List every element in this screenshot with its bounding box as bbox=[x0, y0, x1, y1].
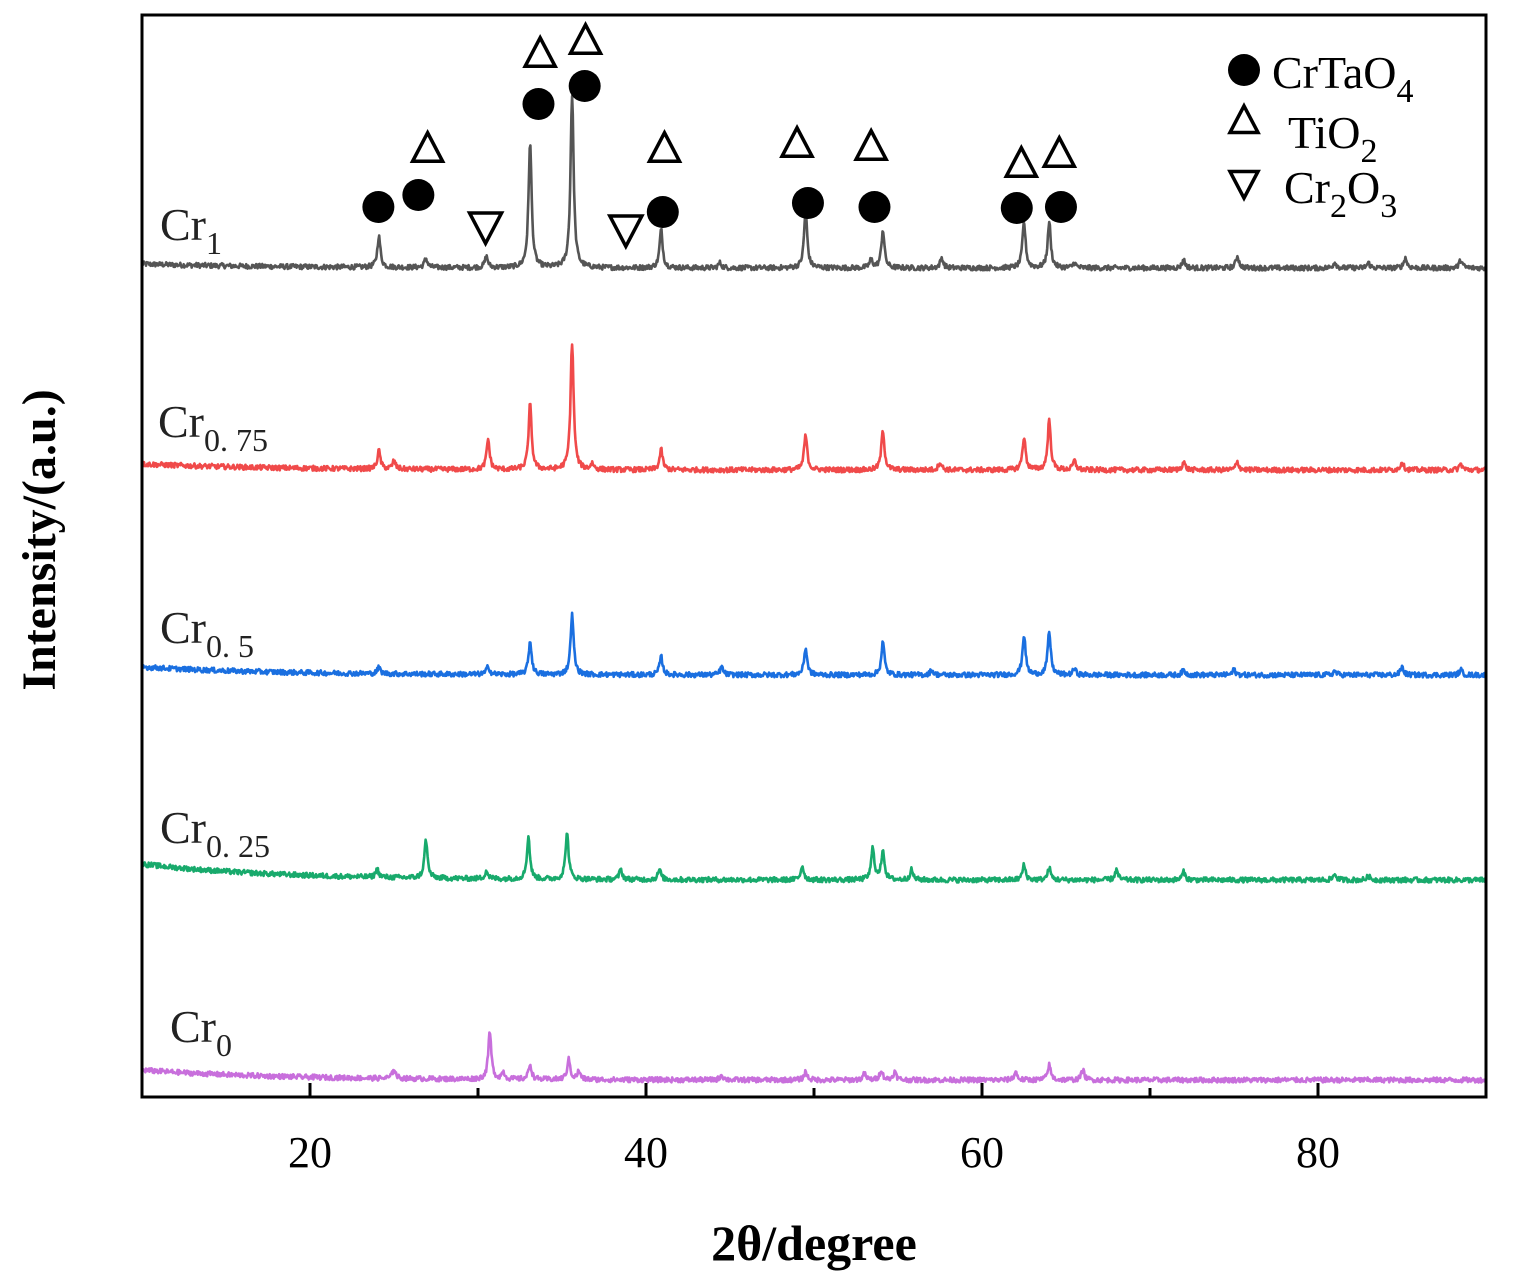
x-tick-label: 40 bbox=[624, 1128, 668, 1177]
legend-label: Cr2O3 bbox=[1284, 162, 1397, 225]
legend-tio2-icon bbox=[1227, 102, 1261, 135]
legend-label: CrTaO4 bbox=[1272, 47, 1414, 110]
series-line-Cr1 bbox=[140, 94, 1488, 272]
tio2-marker bbox=[779, 123, 815, 158]
series-line-Cr0_75 bbox=[141, 343, 1488, 474]
series-line-Cr0_25 bbox=[140, 832, 1487, 884]
x-tick-label: 60 bbox=[960, 1128, 1004, 1177]
series-label-Cr0_75: Cr0. 75 bbox=[158, 396, 268, 458]
tio2-marker bbox=[567, 20, 604, 55]
crtao4-marker bbox=[1000, 192, 1033, 224]
crtao4-marker bbox=[791, 187, 824, 219]
crtao4-marker bbox=[646, 196, 679, 228]
crtao4-marker bbox=[568, 70, 601, 102]
x-tick-label: 20 bbox=[288, 1128, 332, 1177]
phase-markers bbox=[362, 20, 1078, 251]
series-line-Cr0_5 bbox=[140, 611, 1488, 679]
x-axis-label: 2θ/degree bbox=[711, 1215, 917, 1271]
series-label-Cr1: Cr1 bbox=[160, 199, 222, 261]
series-layer: Cr1 Cr0. 75 Cr0. 5 Cr0. 25 Cr0 bbox=[140, 94, 1488, 1084]
series-label-Cr0: Cr0 bbox=[170, 1001, 232, 1063]
series-label-Cr0_5: Cr0. 5 bbox=[160, 602, 254, 664]
x-tick-label: 80 bbox=[1296, 1128, 1340, 1177]
cr2o3-marker bbox=[606, 214, 645, 251]
tio2-marker bbox=[646, 128, 683, 163]
series-line-Cr0 bbox=[141, 1031, 1487, 1084]
tio2-marker bbox=[1041, 133, 1078, 168]
legend-crtao4-icon bbox=[1228, 54, 1260, 86]
legend-cr2o3-icon bbox=[1227, 169, 1261, 202]
tio2-marker bbox=[409, 128, 446, 163]
legend-label: TiO2 bbox=[1288, 107, 1377, 170]
tio2-marker bbox=[522, 33, 559, 68]
crtao4-marker bbox=[522, 88, 555, 120]
tio2-marker bbox=[1003, 143, 1040, 178]
y-axis-label: Intensity/(a.u.) bbox=[13, 389, 66, 690]
tio2-marker bbox=[853, 126, 890, 161]
crtao4-marker bbox=[362, 191, 395, 223]
crtao4-marker bbox=[402, 179, 435, 211]
cr2o3-marker bbox=[466, 211, 505, 248]
axes: 20 40 60 80 bbox=[140, 13, 1488, 1177]
series-label-Cr0_25: Cr0. 25 bbox=[160, 802, 270, 864]
crtao4-marker bbox=[858, 191, 891, 223]
crtao4-marker bbox=[1044, 191, 1077, 223]
